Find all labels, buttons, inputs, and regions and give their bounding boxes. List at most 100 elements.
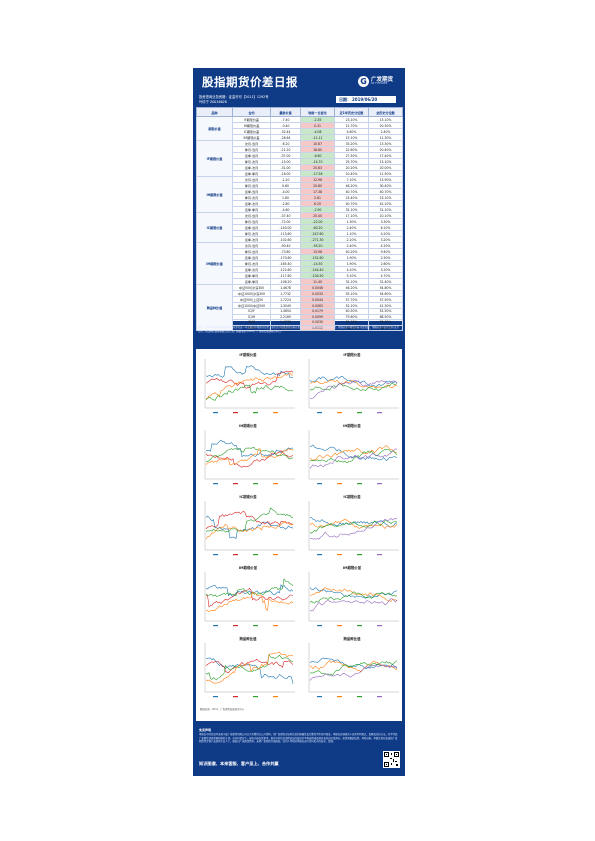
contract-cell: 中证1000/中证500 <box>232 302 271 309</box>
slogan: 知识图谱、本来客服、客户至上、合作共赢 <box>199 761 279 766</box>
logo-text: 广发期货 <box>371 77 394 83</box>
chart-axis <box>308 501 399 551</box>
group-label: IC期限价差 <box>196 212 233 243</box>
table-header-cell: 较前一日变化 <box>300 107 335 117</box>
table-row: IC/IF 1.4654 0.0179 40.50% 52.50% <box>197 308 403 315</box>
legend-swatch <box>377 412 382 414</box>
group-label: IM期限价差 <box>196 242 233 285</box>
series-line <box>309 448 398 469</box>
chart-plot <box>204 359 295 414</box>
chart-panel: IM期现价差 <box>199 564 297 632</box>
chart-title: IM期限价差 <box>342 566 362 570</box>
series-line <box>309 664 398 681</box>
group-label: 期现价差 <box>196 116 233 141</box>
legend-swatch <box>253 554 258 556</box>
legend-swatch <box>317 554 322 556</box>
chart-panel: IH期现价差 <box>199 422 297 490</box>
chart-source: 数据来源：Wind、广发期货发展研究中心 <box>200 708 245 711</box>
qr-code[interactable] <box>383 751 400 768</box>
legend-swatch <box>213 483 218 485</box>
license-line: 投资咨询业务资格：证监许可【2011】1292号 <box>199 95 269 99</box>
legend-swatch <box>337 625 342 627</box>
legend-swatch <box>213 625 218 627</box>
series-line <box>205 372 294 399</box>
chart-axis <box>204 501 295 551</box>
chart-title: IF期限价差 <box>343 353 361 357</box>
series-line <box>205 584 294 598</box>
table-header-cell: 全历史分位数 <box>368 107 403 117</box>
legend-swatch <box>357 696 362 698</box>
chart-axis <box>308 643 399 693</box>
series-line <box>309 383 398 391</box>
legend-swatch <box>213 696 218 698</box>
logo-icon: G <box>358 76 369 87</box>
series-line <box>309 445 398 461</box>
report-title: 股指期货价差日报 <box>202 75 298 89</box>
chart-axis <box>204 643 295 693</box>
chart-panel: IH期限价差 <box>303 422 401 490</box>
table-row: 跨品种比值 中证500/沪深300 1.4678 0.0046 46.20% 54.80% <box>196 283 403 332</box>
legend-swatch <box>317 412 322 414</box>
series-line <box>205 447 293 462</box>
report-poster: 股指期货价差日报 G 广发期货 GF FUTURES 投资咨询业务资格：证监许可… <box>193 68 405 776</box>
chart-panel: 跨品种比值 <box>303 635 401 703</box>
table-header-cell: 最新价差 <box>270 107 301 117</box>
legend-swatch <box>233 625 238 627</box>
value-cell: 68.10% <box>368 324 403 332</box>
group-label: IH期限价差 <box>196 176 233 213</box>
table-row: IC期现价差 -32.44 -4.06 4.60% 2.40% <box>197 128 403 135</box>
legend-swatch <box>357 412 362 414</box>
disclaimer-text: 本报告中的信息均来源于被广发期货有限公司认为可靠的已公开资料，但广发期货对这些信… <box>199 733 398 743</box>
legend-swatch <box>273 483 278 485</box>
legend-swatch <box>233 554 238 556</box>
legend-swatch <box>253 483 258 485</box>
series-line <box>309 519 398 534</box>
analyst-line: 叶倩宁 Z0016628 <box>199 100 227 104</box>
chart-axis <box>204 572 295 622</box>
chart-axis <box>204 430 295 480</box>
series-line <box>205 658 294 674</box>
chart-plot <box>204 572 295 627</box>
table-row: IC/IH 2.2169 0.0099 79.60% 68.50% <box>197 313 403 321</box>
legend-swatch <box>213 412 218 414</box>
company-logo: G 广发期货 GF FUTURES <box>358 75 398 91</box>
table-note: 备注：近1年历史分位数是指当前价差在近一年交易日中所处的位置，全历史分位数是指当… <box>198 326 399 333</box>
series-line <box>205 450 294 468</box>
table-row: 中证1000/中证500 1.3049 0.0063 52.10% 41.30% <box>197 302 403 309</box>
series-line <box>205 439 294 458</box>
legend-swatch <box>233 412 238 414</box>
series-line <box>205 587 294 608</box>
table-header-cell: 合约 <box>232 107 271 117</box>
chart-panel: 跨品种比值 <box>199 635 297 703</box>
legend-swatch <box>273 625 278 627</box>
legend-swatch <box>377 696 382 698</box>
disclaimer-title: 免责声明 <box>199 728 212 732</box>
series-line <box>205 653 294 681</box>
chart-panel: IF期限价差 <box>303 351 401 419</box>
legend-swatch <box>253 696 258 698</box>
series-line <box>309 598 398 612</box>
date-label: 日期： <box>339 97 351 102</box>
date-value: 2019/06/20 <box>352 97 378 102</box>
legend-swatch <box>213 554 218 556</box>
chart-title: IH期限价差 <box>343 424 361 428</box>
spread-table-wrap: 品种 合约 最新价差 较前一日变化 近1年历史分位数 全历史分位数 期现价差 IF期现价差 -… <box>196 107 403 332</box>
series-line <box>205 520 294 540</box>
chart-plot <box>308 501 399 556</box>
table-row: IM/IH 2.0521 0.0152 34.80% 68.10% <box>197 324 403 332</box>
chart-plot <box>308 643 399 698</box>
legend-swatch <box>357 483 362 485</box>
contract-cell: 中证1000/沪深300 <box>232 290 271 297</box>
legend-swatch <box>337 554 342 556</box>
series-line <box>309 591 398 604</box>
chart-plot <box>308 572 399 627</box>
legend-swatch <box>317 696 322 698</box>
legend-swatch <box>337 412 342 414</box>
table-row: IM期现价差 -28.64 -11.11 15.10% 11.30% <box>197 134 403 141</box>
series-line <box>205 592 294 613</box>
chart-title: 跨品种比值 <box>343 637 361 641</box>
legend-swatch <box>377 483 382 485</box>
chart-plot <box>204 501 295 556</box>
chart-axis <box>308 359 399 409</box>
series-line <box>309 587 398 599</box>
